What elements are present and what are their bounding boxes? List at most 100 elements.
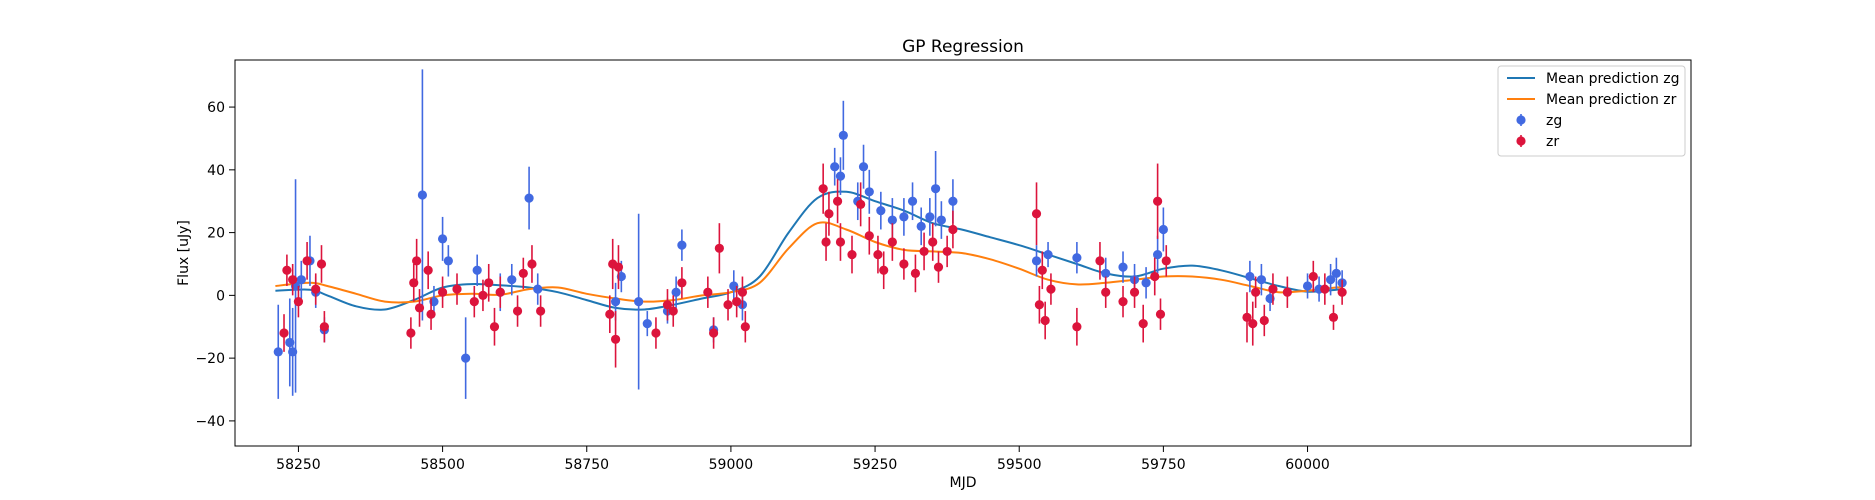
zg-data-point (864, 187, 874, 197)
zr-data-point (536, 306, 546, 316)
zg-data-point (1031, 256, 1042, 266)
y-axis-ticks: −40 −20 0 20 40 60 (195, 100, 235, 430)
zr-data-point (1248, 319, 1258, 329)
zg-data-point (417, 190, 428, 200)
zr-data-point (910, 268, 921, 278)
zr-data-point (1037, 265, 1047, 275)
zg-data-point (507, 275, 517, 285)
zg-data-point (524, 193, 534, 203)
mean-prediction-lines (275, 190, 1343, 311)
zr-data-point (1040, 315, 1050, 326)
legend-entry-zg-label: zg (1546, 113, 1562, 129)
zg-data-point (907, 196, 918, 206)
zr-data-point (1328, 312, 1339, 322)
zg-data-point (876, 206, 886, 216)
zr-data-point (879, 265, 889, 275)
zr-data-point (818, 184, 828, 194)
zg-data-point (1326, 275, 1336, 285)
zr-data-point (437, 287, 448, 297)
zr-data-point (942, 246, 952, 257)
y-tick-label: 60 (207, 100, 225, 116)
zr-data-point (1150, 271, 1160, 282)
zg-data-point (1158, 224, 1168, 235)
zr-data-point (703, 287, 713, 297)
zr-data-point (279, 328, 289, 338)
zg-data-point (899, 212, 909, 222)
zr-data-point (1072, 322, 1082, 332)
zr-data-point (1259, 315, 1269, 326)
zr-data-point (1161, 256, 1171, 266)
zr-data-point (847, 249, 857, 260)
zr-data-point (740, 322, 750, 332)
y-tick-label: 0 (216, 288, 225, 304)
zr-data-point (1046, 284, 1056, 294)
zr-data-point (1118, 297, 1128, 307)
zg-data-point (1331, 268, 1341, 278)
zr-data-point (613, 262, 624, 272)
y-axis-label: Flux [uJy] (176, 220, 192, 286)
zr-data-point (864, 231, 874, 241)
zr-data-point (293, 297, 304, 307)
zr-data-point (512, 306, 523, 316)
zr-data-point (677, 278, 687, 288)
zr-data-point (478, 290, 488, 300)
zr-data-point (856, 199, 866, 209)
x-tick-label: 59000 (709, 457, 754, 473)
zr-data-point (1034, 300, 1045, 310)
zg-data-point (858, 162, 869, 172)
zr-data-point (495, 287, 505, 297)
zg-data-point (642, 319, 652, 329)
zr-data-point (1337, 287, 1347, 297)
zr-data-point (821, 237, 831, 247)
zr-data-point (426, 309, 436, 319)
zr-data-point (662, 300, 673, 310)
x-tick-label: 58750 (564, 457, 609, 473)
zr-data-point (311, 284, 321, 294)
zr-data-point (302, 256, 312, 266)
legend-entry-zr-swatch-marker (1516, 136, 1526, 146)
legend: Mean prediction zg Mean prediction zr zg zr (1497, 65, 1686, 157)
zr-data-point (832, 196, 843, 206)
zg-data-point (1141, 278, 1151, 288)
zr-data-point (489, 322, 500, 332)
zr-data-point (835, 237, 846, 247)
x-axis-label: MJD (950, 475, 977, 491)
zr-data-point (948, 224, 958, 235)
zr-data-point (610, 334, 621, 344)
zr-data-point (873, 249, 883, 260)
chart-title: GP Regression (902, 37, 1024, 57)
zr-data-point (414, 303, 425, 313)
zr-data-point (732, 297, 742, 307)
x-tick-label: 58250 (276, 457, 321, 473)
zr-data-point (1153, 196, 1163, 206)
series-zr (279, 163, 1347, 368)
zg-data-point (830, 162, 840, 172)
zg-data-point (437, 234, 448, 244)
zg-data-point (671, 287, 681, 297)
zg-data-point (273, 347, 283, 357)
zg-data-point (936, 215, 946, 225)
zg-data-point (610, 297, 621, 307)
x-axis-ticks: 58250 58500 58750 59000 59250 59500 59750 60000 (276, 446, 1330, 473)
zr-data-point (709, 328, 719, 338)
zr-data-point (668, 306, 678, 316)
zg-data-point (1245, 271, 1255, 282)
zg-data-point (948, 196, 958, 206)
zg-data-point (887, 215, 897, 225)
zr-data-point (1268, 284, 1278, 294)
zg-data-point (296, 275, 306, 285)
zr-data-point (1282, 287, 1292, 297)
zr-data-point (723, 300, 733, 310)
legend-entry-zr-label: zr (1546, 134, 1559, 150)
zg-data-point (677, 240, 687, 250)
zr-data-point (484, 278, 494, 288)
zr-data-point (714, 243, 724, 253)
errorbar-series (273, 69, 1347, 399)
zr-data-point (452, 284, 462, 294)
zr-data-point (412, 256, 422, 266)
zr-data-point (282, 265, 292, 275)
zr-data-point (406, 328, 416, 338)
zr-data-point (1031, 209, 1042, 219)
